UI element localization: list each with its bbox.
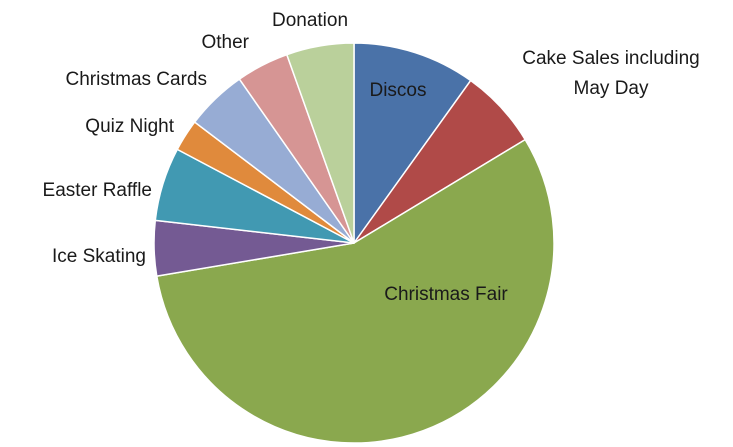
slice-label-christmas-cards: Christmas Cards: [66, 69, 207, 90]
pie-slice-discos: [353, 42, 472, 244]
slice-label-quiz-night: Quiz Night: [85, 116, 174, 137]
slice-label-christmas-fair: Christmas Fair: [384, 284, 508, 305]
slice-label-donation: Donation: [272, 10, 348, 31]
slice-label-easter-raffle: Easter Raffle: [43, 180, 152, 201]
pie-slices: [153, 42, 555, 444]
slice-label-discos: Discos: [369, 80, 426, 101]
slice-label-ice-skating: Ice Skating: [52, 246, 146, 267]
pie-slice-donation: [286, 42, 355, 244]
pie-slice-christmas-fair: [156, 138, 555, 444]
pie-labels: Discos Cake Sales including May Day Christm…: [43, 10, 700, 305]
slice-label-other: Other: [201, 32, 249, 53]
slice-label-cake-sales-including-may-day: Cake Sales including May Day: [522, 48, 699, 99]
